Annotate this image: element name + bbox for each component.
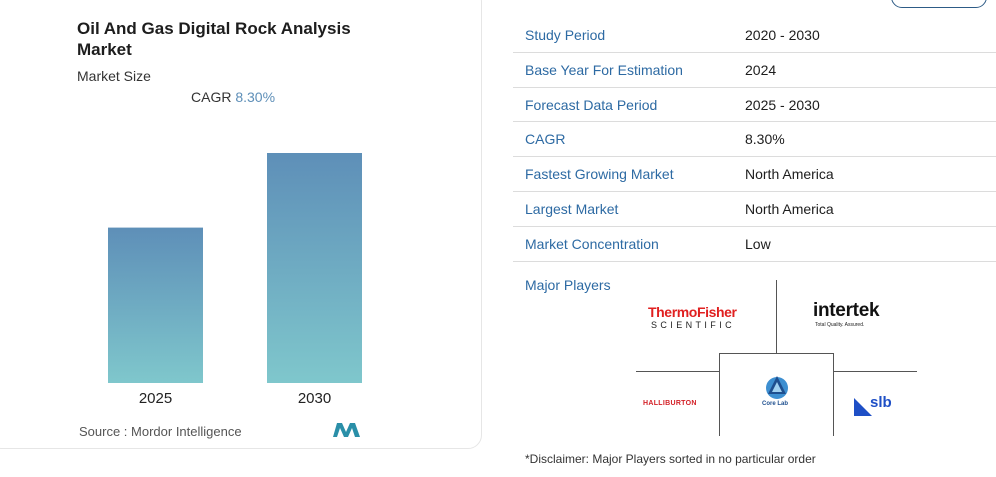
summary-key: Largest Market — [525, 200, 619, 217]
summary-value: North America — [745, 200, 834, 217]
thermofisher-logo-subtitle: SCIENTIFIC — [651, 320, 736, 330]
summary-key: CAGR — [525, 131, 566, 148]
summary-value: 2020 - 2030 — [745, 27, 820, 43]
slb-logo: slb — [870, 394, 892, 411]
bar-2025 — [108, 227, 203, 383]
x-tick-label: 2030 — [298, 390, 331, 407]
chart-card — [0, 0, 482, 449]
intertek-logo: intertek — [813, 300, 880, 321]
slb-logo-icon — [854, 398, 872, 416]
summary-value: North America — [745, 166, 834, 183]
summary-value: 8.30% — [745, 131, 785, 148]
corelab-logo: Core Lab — [762, 401, 789, 407]
summary-key: Fastest Growing Market — [525, 166, 674, 183]
summary-value: 2024 — [745, 61, 777, 78]
summary-key: Base Year For Estimation — [525, 61, 683, 78]
summary-key: Forecast Data Period — [525, 96, 658, 113]
disclaimer-text: *Disclaimer: Major Players sorted in no … — [525, 452, 816, 466]
summary-value: Low — [745, 235, 771, 252]
bar-2030 — [267, 153, 362, 383]
bar-chart: 2025 2030 — [108, 153, 362, 407]
market-summary-table: Study Period 2020 - 2030 Base Year For E… — [513, 18, 996, 262]
summary-key: Study Period — [525, 27, 606, 43]
summary-row: CAGR 8.30% — [513, 122, 996, 158]
corelab-logo-icon — [766, 376, 788, 399]
summary-row: Base Year For Estimation 2024 — [513, 53, 996, 88]
chart-title: Oil And Gas Digital Rock Analysis Market — [77, 19, 351, 59]
chart-subtitle: Market Size — [77, 68, 151, 84]
intertek-tagline: Total Quality. Assured. — [815, 322, 865, 328]
halliburton-logo: HALLIBURTON — [643, 400, 697, 407]
summary-value: 2025 - 2030 — [745, 96, 820, 113]
source-note: Source : Mordor Intelligence — [79, 424, 242, 439]
x-tick-label: 2025 — [139, 390, 172, 407]
cagr-label: CAGR 8.30% — [191, 89, 275, 105]
summary-row: Market Concentration Low — [513, 227, 996, 262]
summary-row: Forecast Data Period 2025 - 2030 — [513, 88, 996, 123]
major-players-label: Major Players — [525, 277, 611, 293]
summary-row: Fastest Growing Market North America — [513, 157, 996, 192]
summary-key: Market Concentration — [525, 235, 659, 252]
summary-row: Largest Market North America — [513, 192, 996, 227]
cagr-value: 8.30% — [235, 89, 276, 105]
summary-row: Study Period 2020 - 2030 — [513, 18, 996, 53]
top-pill-button[interactable] — [891, 0, 987, 8]
mordor-logo-icon — [333, 423, 360, 437]
cagr-text: CAGR — [191, 89, 232, 105]
thermofisher-logo: ThermoFisher — [648, 304, 737, 320]
